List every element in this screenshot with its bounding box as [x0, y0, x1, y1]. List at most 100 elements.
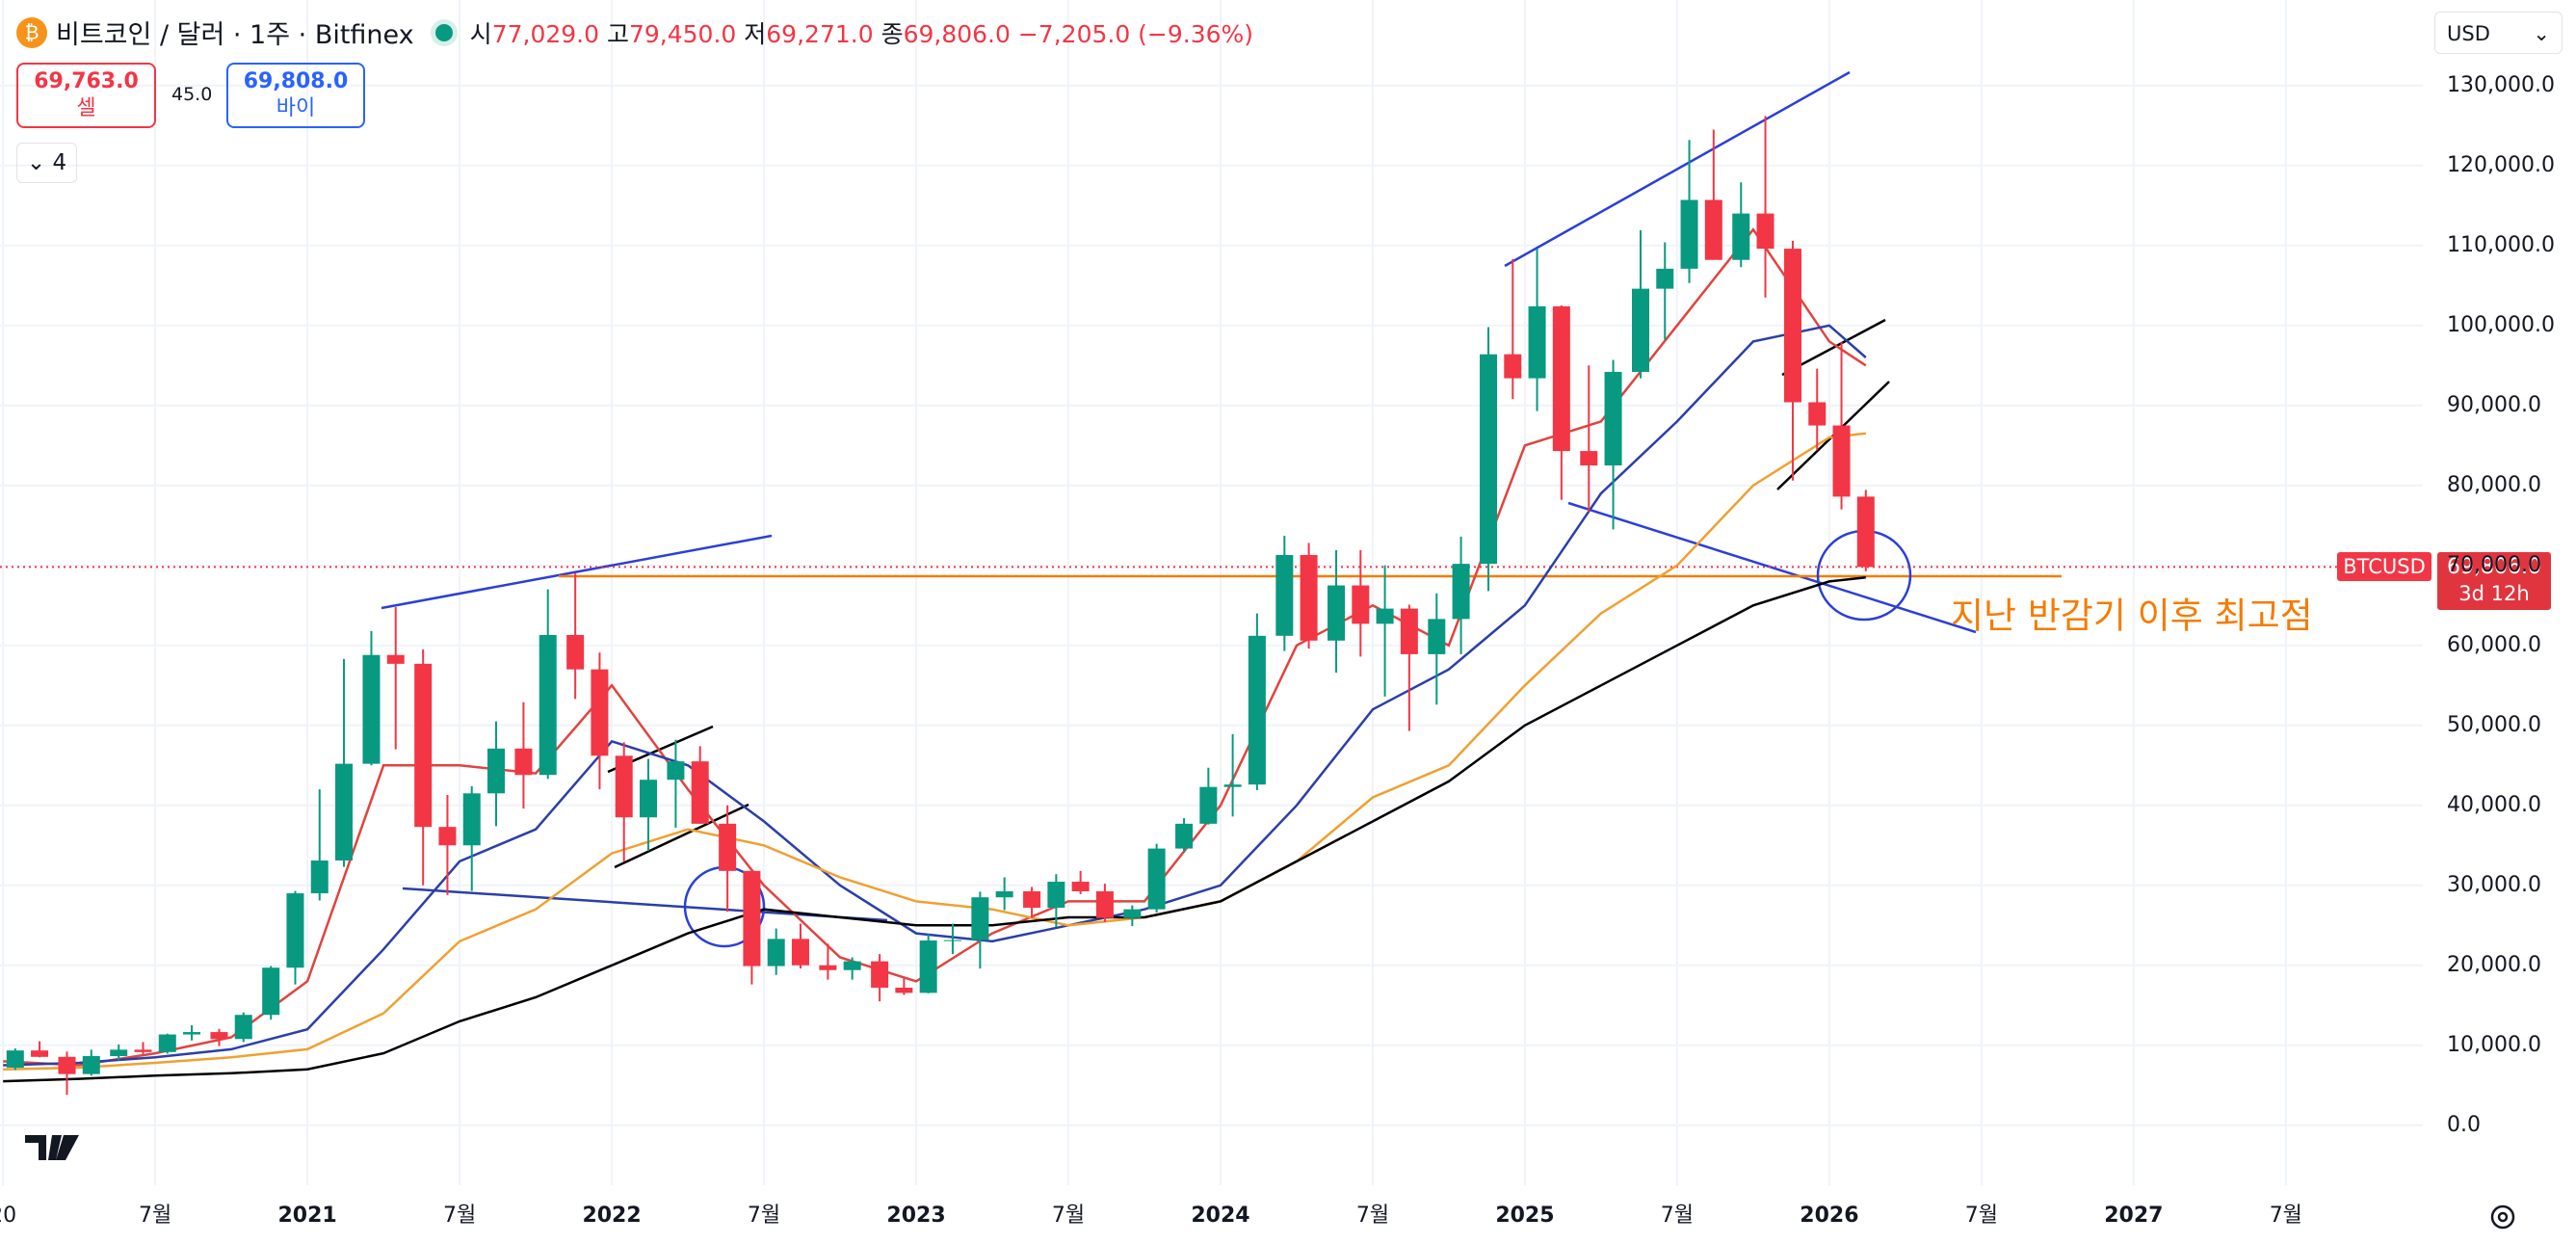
moving-average [3, 575, 1866, 1083]
y-tick-label: 30,000.0 [2447, 873, 2541, 897]
settings-icon[interactable] [2490, 1204, 2515, 1230]
candle-body [1123, 909, 1142, 918]
candle-body [1175, 823, 1194, 849]
candle-body [1327, 585, 1346, 641]
candle-body [158, 1034, 176, 1052]
candle-body [82, 1055, 100, 1074]
moving-average [3, 432, 1866, 1071]
moving-average [3, 324, 1867, 1067]
header: ₿ 비트코인 / 달러 · 1주 · Bitfinex 시77,029.0 고7… [15, 13, 1253, 51]
symbol-badge [2337, 552, 2431, 581]
y-tick-label: 50,000.0 [2447, 713, 2541, 737]
buy-price: 69,808.0 [243, 69, 349, 93]
candle-body [386, 654, 405, 664]
candle-body [1528, 305, 1546, 379]
candle-body [1680, 199, 1698, 269]
candle-body [1047, 882, 1065, 909]
candle-body [1376, 608, 1394, 624]
candle-body [1400, 608, 1418, 654]
candle-body [995, 890, 1013, 898]
sell-button[interactable]: 69,763.0 셀 [16, 63, 156, 128]
candle-body [1631, 288, 1649, 372]
candle-body [1095, 890, 1114, 918]
trendline [1504, 70, 1851, 268]
indicator-toggle[interactable]: ⌄ 4 [16, 143, 77, 183]
candle-body [1656, 268, 1674, 289]
x-tick-label: 2027 [2104, 1204, 2163, 1228]
annotation: 지난 반감기 이후 최고점 [1951, 596, 2313, 637]
spread: 45.0 [171, 84, 213, 105]
sell-label: 셀 [76, 96, 96, 120]
y-tick-label: 80,000.0 [2447, 473, 2541, 497]
candle-body [31, 1050, 49, 1057]
candle-body [1452, 564, 1470, 620]
value: 69,271.0 [766, 19, 874, 48]
y-tick-label: 120,000.0 [2447, 153, 2555, 177]
value: 77,029.0 [491, 19, 600, 48]
symbol: BTCUSD [2343, 555, 2426, 578]
candle-body [639, 780, 657, 818]
candle-body [134, 1049, 152, 1052]
candle-body [843, 961, 861, 970]
trendline [614, 803, 749, 869]
candle-body [6, 1050, 24, 1068]
indicator-count: 4 [52, 150, 67, 175]
y-tick-label: 110,000.0 [2447, 233, 2555, 257]
value: 79,450.0 [628, 19, 737, 48]
y-tick-label: 100,000.0 [2447, 313, 2555, 337]
candle-body [1580, 451, 1598, 466]
value: 69,806.0 [903, 19, 1011, 48]
x-tick-label: 7월 [748, 1204, 780, 1228]
candle-body [591, 669, 609, 756]
candle-body [566, 634, 585, 670]
candle-body [234, 1015, 252, 1040]
label: 종 [881, 19, 904, 48]
candle-body [1480, 354, 1498, 565]
candle-body [1604, 371, 1622, 466]
candle-body [1808, 402, 1827, 426]
x-tick-label: 7월 [1965, 1204, 1998, 1228]
candle-body [487, 748, 506, 794]
candle-body [438, 827, 457, 846]
candle-body [767, 939, 785, 966]
candle-body [1428, 619, 1446, 654]
candle-body [1147, 848, 1166, 910]
drawings [381, 70, 2062, 948]
x-tick-label: 7월 [1052, 1204, 1085, 1228]
candle-body [1856, 496, 1875, 568]
change: −7,205.0 (−9.36%) [1017, 19, 1254, 48]
candle-body [743, 870, 761, 966]
symbol-title: 비트코인 / 달러 · 1주 · Bitfinex [56, 20, 414, 50]
candle-body [539, 634, 557, 776]
candle-body [919, 940, 937, 993]
price-badge [2437, 552, 2551, 610]
candle-body [819, 965, 837, 970]
y-tick-label: 130,000.0 [2447, 73, 2555, 97]
y-tick-label: 10,000.0 [2447, 1033, 2541, 1057]
candle-body [971, 897, 989, 940]
candle-body [667, 761, 685, 781]
trendline [1567, 501, 1977, 634]
candle-body [615, 755, 633, 818]
candle-body [1783, 249, 1801, 403]
candle-body [1023, 890, 1041, 909]
candle-body [414, 663, 433, 828]
candle-body [286, 893, 304, 968]
coin-icon: ₿ [16, 16, 47, 48]
currency-select[interactable]: USD ⌄ [2434, 12, 2563, 54]
x-tick-label: 20 [0, 1204, 16, 1228]
candle-body [1248, 635, 1266, 785]
candle-body [1199, 786, 1218, 824]
candle-body [943, 940, 961, 941]
ohlc: 시77,029.0 고79,450.0 저69,271.0 종69,806.0 … [470, 15, 1253, 50]
y-tick-label: 20,000.0 [2447, 953, 2541, 977]
candle-body [110, 1049, 128, 1056]
trendline [381, 534, 773, 610]
candle-body [462, 793, 481, 846]
candle-body [262, 967, 280, 1016]
candle-body [1732, 213, 1750, 260]
buy-button[interactable]: 69,808.0 바이 [226, 63, 365, 128]
candle-body [335, 763, 354, 861]
candle-body [58, 1056, 76, 1074]
